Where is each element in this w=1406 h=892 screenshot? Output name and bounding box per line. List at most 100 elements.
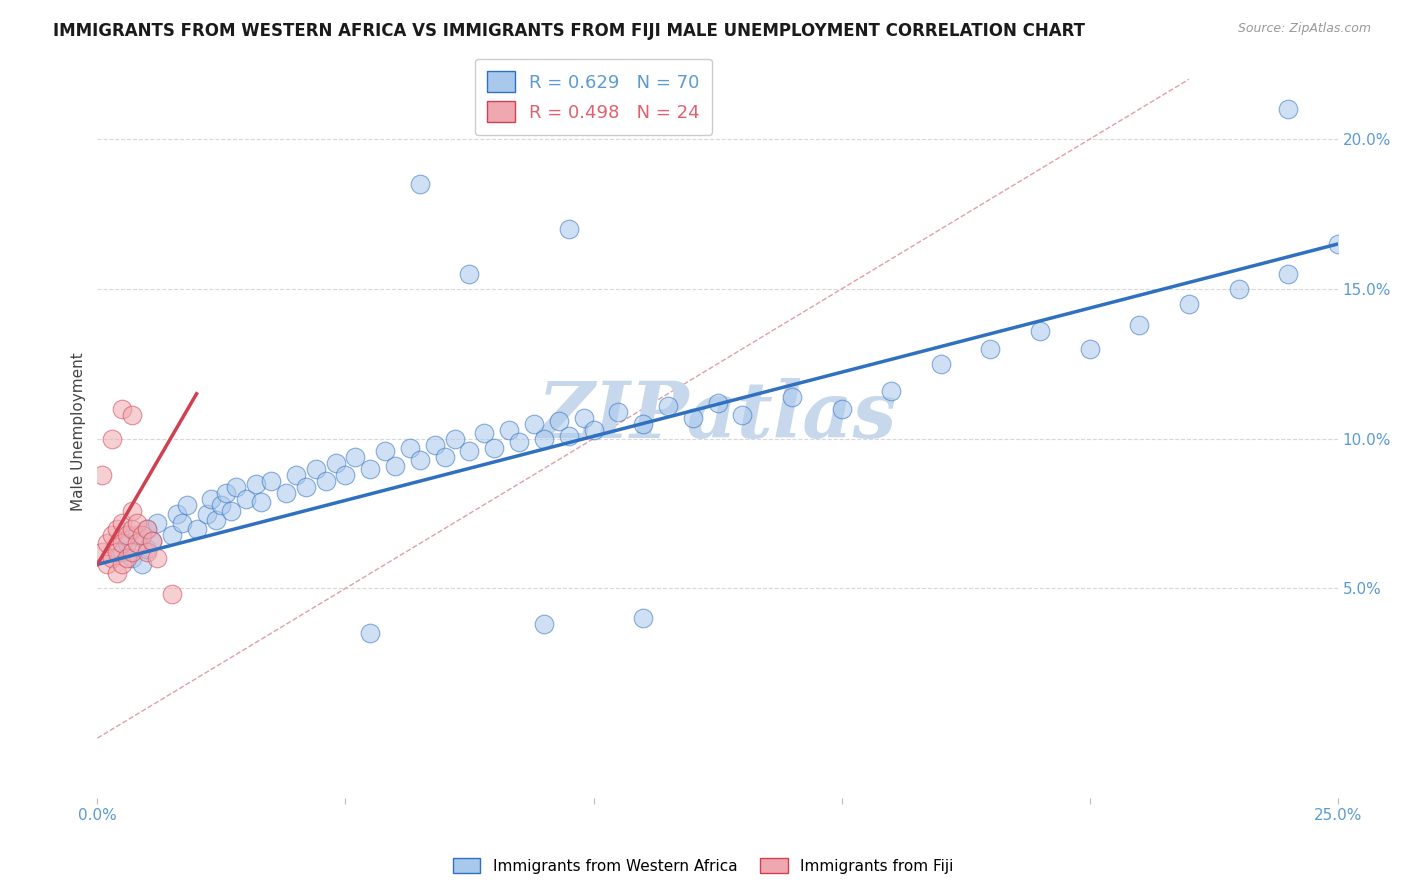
Point — [131, 527, 153, 541]
Point — [166, 507, 188, 521]
Point — [200, 491, 222, 506]
Point — [423, 438, 446, 452]
Point — [305, 461, 328, 475]
Point — [125, 536, 148, 550]
Point — [235, 491, 257, 506]
Point — [880, 384, 903, 398]
Point — [121, 408, 143, 422]
Point — [979, 342, 1001, 356]
Point — [458, 443, 481, 458]
Point — [125, 516, 148, 530]
Point — [141, 533, 163, 548]
Point — [101, 551, 124, 566]
Point — [325, 456, 347, 470]
Point — [657, 399, 679, 413]
Point — [111, 545, 134, 559]
Point — [121, 522, 143, 536]
Point — [245, 476, 267, 491]
Point — [160, 587, 183, 601]
Point — [498, 423, 520, 437]
Point — [221, 503, 243, 517]
Point — [160, 527, 183, 541]
Point — [96, 558, 118, 572]
Point — [105, 545, 128, 559]
Point — [523, 417, 546, 431]
Point — [294, 480, 316, 494]
Text: Source: ZipAtlas.com: Source: ZipAtlas.com — [1237, 22, 1371, 36]
Point — [533, 432, 555, 446]
Point — [344, 450, 367, 464]
Legend: R = 0.629   N = 70, R = 0.498   N = 24: R = 0.629 N = 70, R = 0.498 N = 24 — [475, 59, 713, 135]
Point — [125, 527, 148, 541]
Point — [359, 461, 381, 475]
Point — [384, 458, 406, 473]
Point — [111, 536, 134, 550]
Point — [1128, 318, 1150, 332]
Point — [225, 480, 247, 494]
Point — [929, 357, 952, 371]
Point — [205, 512, 228, 526]
Point — [131, 558, 153, 572]
Point — [533, 617, 555, 632]
Point — [250, 494, 273, 508]
Point — [1227, 282, 1250, 296]
Point — [359, 626, 381, 640]
Point — [111, 516, 134, 530]
Text: ZIPatlas: ZIPatlas — [538, 378, 897, 455]
Point — [121, 503, 143, 517]
Point — [1277, 102, 1299, 116]
Point — [557, 428, 579, 442]
Point — [121, 545, 143, 559]
Point — [682, 410, 704, 425]
Point — [1277, 267, 1299, 281]
Point — [572, 410, 595, 425]
Point — [186, 522, 208, 536]
Point — [136, 545, 159, 559]
Point — [433, 450, 456, 464]
Point — [195, 507, 218, 521]
Point — [315, 474, 337, 488]
Point — [111, 558, 134, 572]
Point — [141, 533, 163, 548]
Point — [101, 432, 124, 446]
Point — [274, 485, 297, 500]
Point — [409, 452, 432, 467]
Point — [582, 423, 605, 437]
Point — [105, 566, 128, 581]
Point — [115, 527, 138, 541]
Point — [1078, 342, 1101, 356]
Point — [458, 267, 481, 281]
Point — [121, 551, 143, 566]
Point — [284, 467, 307, 482]
Point — [443, 432, 465, 446]
Point — [706, 395, 728, 409]
Point — [215, 485, 238, 500]
Point — [96, 536, 118, 550]
Point — [409, 177, 432, 191]
Point — [831, 401, 853, 416]
Point — [91, 467, 114, 482]
Point — [111, 401, 134, 416]
Point — [399, 441, 422, 455]
Point — [176, 498, 198, 512]
Point — [557, 222, 579, 236]
Point — [335, 467, 357, 482]
Point — [146, 516, 169, 530]
Legend: Immigrants from Western Africa, Immigrants from Fiji: Immigrants from Western Africa, Immigran… — [447, 852, 959, 880]
Point — [484, 441, 506, 455]
Point — [115, 551, 138, 566]
Point — [1029, 324, 1052, 338]
Point — [1326, 237, 1348, 252]
Point — [547, 414, 569, 428]
Text: IMMIGRANTS FROM WESTERN AFRICA VS IMMIGRANTS FROM FIJI MALE UNEMPLOYMENT CORRELA: IMMIGRANTS FROM WESTERN AFRICA VS IMMIGR… — [53, 22, 1085, 40]
Point — [260, 474, 283, 488]
Point — [136, 542, 159, 557]
Point — [101, 527, 124, 541]
Point — [631, 611, 654, 625]
Point — [91, 545, 114, 559]
Point — [1178, 297, 1201, 311]
Point — [209, 498, 232, 512]
Point — [780, 390, 803, 404]
Point — [146, 551, 169, 566]
Point — [170, 516, 193, 530]
